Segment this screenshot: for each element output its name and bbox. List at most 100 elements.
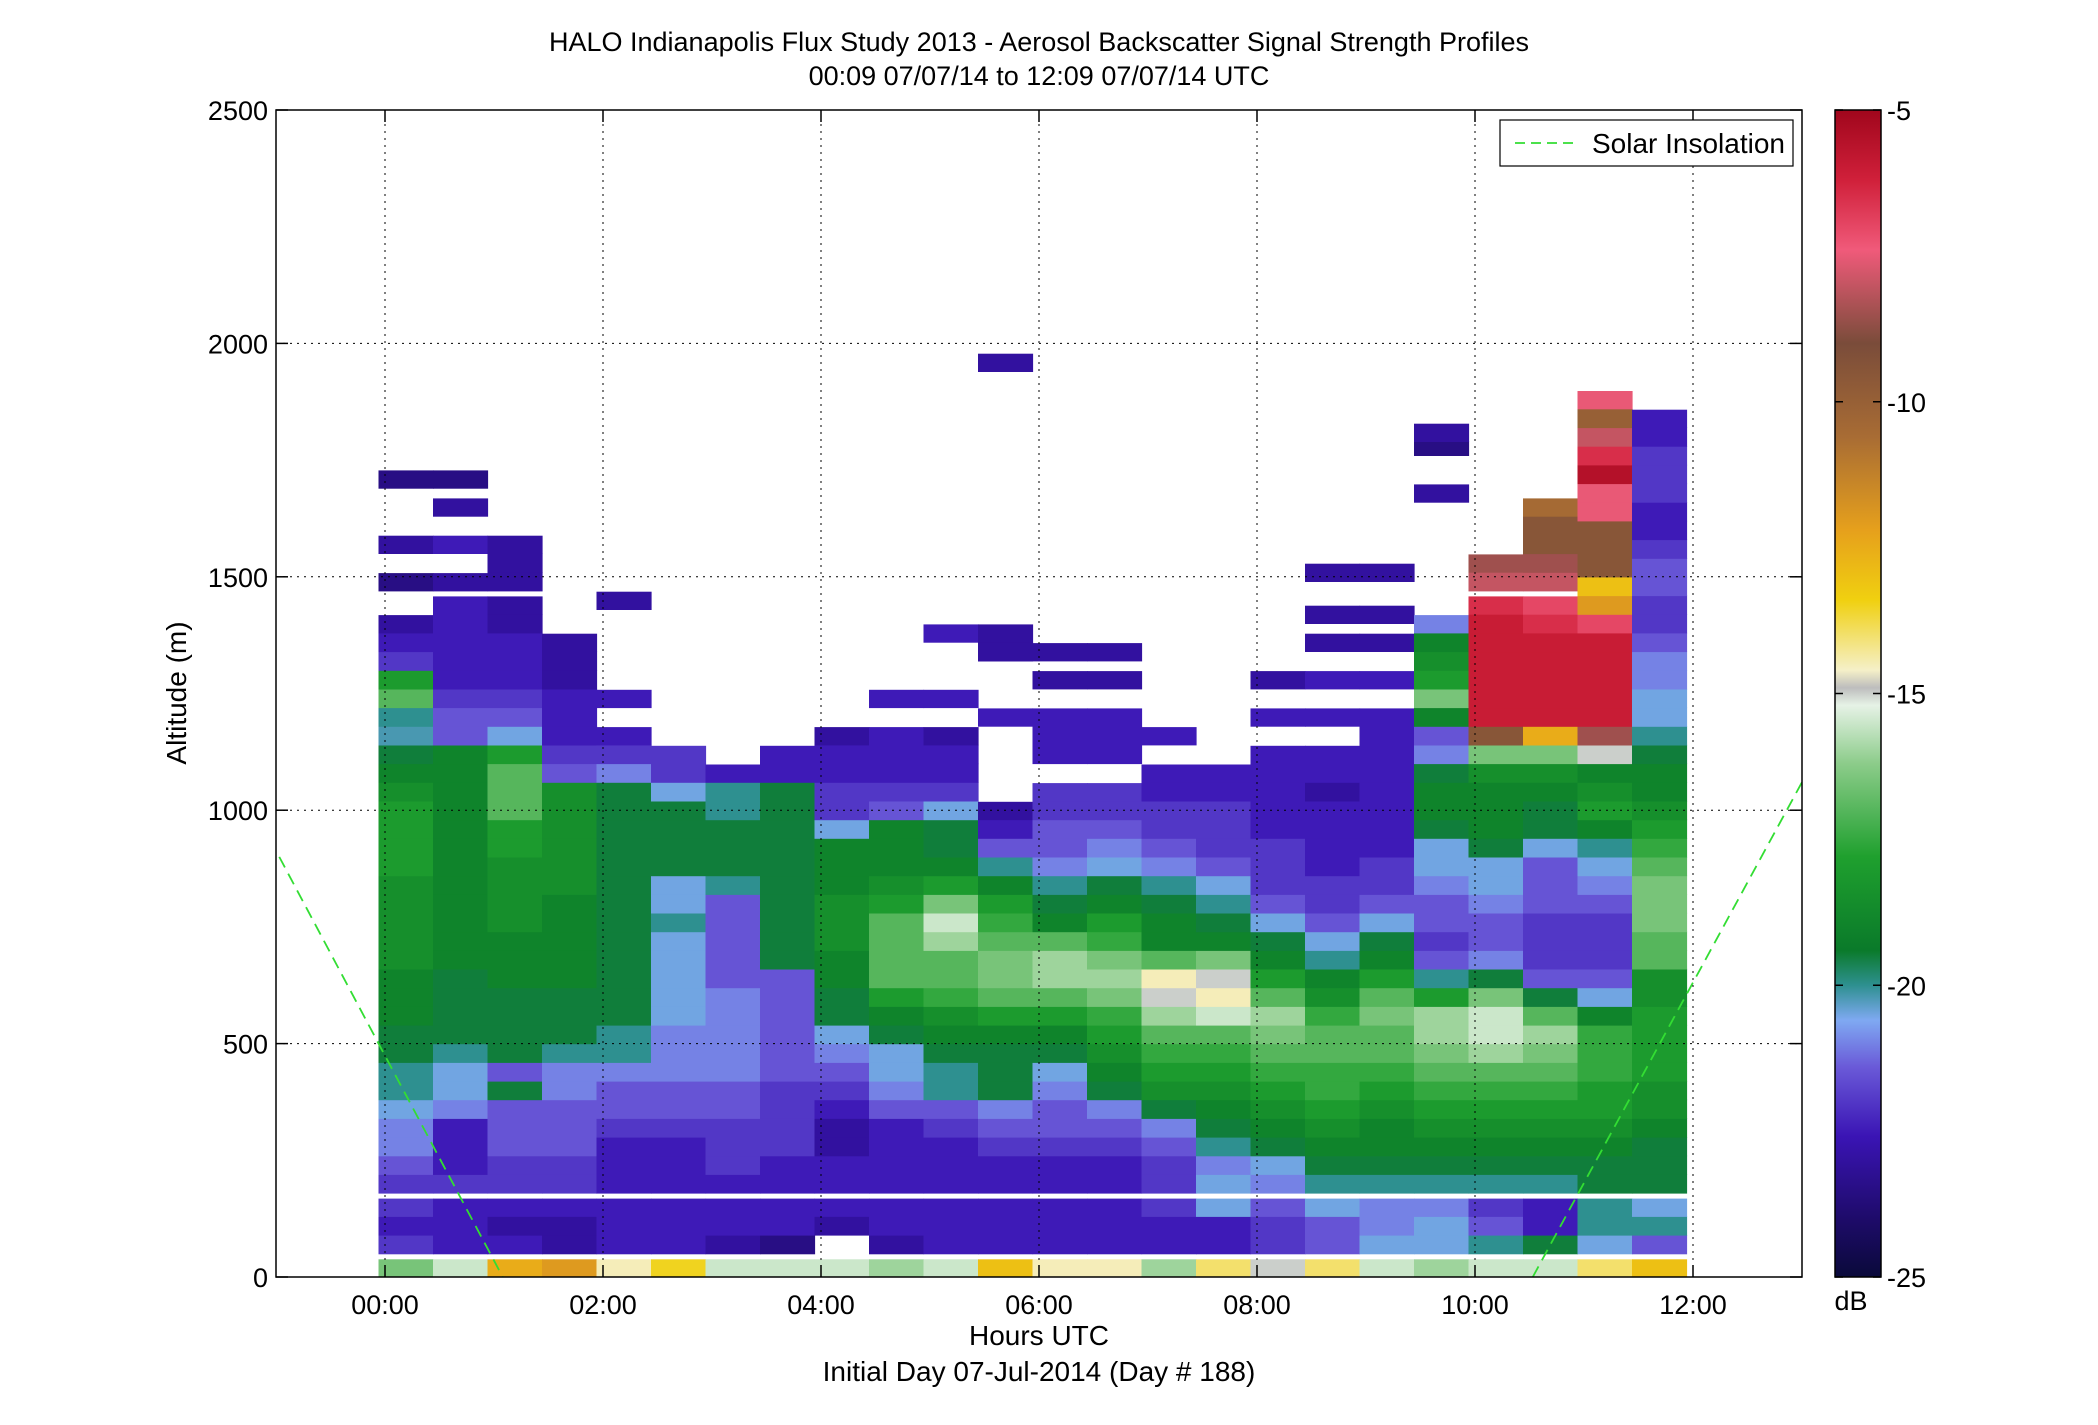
heatmap-cell [1468, 1062, 1524, 1082]
heatmap-cell [1196, 1024, 1252, 1045]
heatmap-cell [1414, 1216, 1470, 1236]
heatmap-cell [1577, 1062, 1633, 1082]
heatmap-cell [978, 931, 1034, 951]
heatmap-cell [1196, 800, 1252, 821]
heatmap-cell [487, 1118, 543, 1138]
colorbar-tick-label: -15 [1887, 680, 1926, 710]
heatmap-cell [651, 763, 707, 783]
heatmap-cell [760, 1024, 816, 1045]
heatmap-cell [978, 1155, 1034, 1175]
heatmap-cell [1141, 912, 1197, 933]
heatmap-cell [705, 968, 761, 989]
heatmap-cell [542, 1174, 598, 1194]
heatmap-cell [1305, 1216, 1361, 1236]
heatmap-cell [1032, 708, 1088, 727]
heatmap-cell [705, 1174, 761, 1194]
heatmap-cell [1632, 651, 1688, 671]
heatmap-cell [1196, 856, 1252, 877]
heatmap-cell [705, 1006, 761, 1026]
y-tick-label: 0 [253, 1263, 268, 1293]
heatmap-cell [1141, 1099, 1197, 1119]
heatmap-cell [1468, 1174, 1524, 1194]
heatmap-cell [814, 1006, 870, 1026]
heatmap-cell [1632, 1137, 1688, 1157]
heatmap-cell [378, 1062, 434, 1082]
heatmap-cell [1523, 572, 1579, 592]
heatmap-cell [1087, 950, 1143, 970]
heatmap-cell [542, 782, 598, 802]
heatmap-cell [814, 838, 870, 858]
heatmap-cell [1414, 615, 1470, 634]
heatmap-cell [1577, 558, 1633, 578]
heatmap-cell [1468, 614, 1524, 634]
heatmap-cell [378, 1080, 434, 1101]
heatmap-cell [1305, 856, 1361, 877]
heatmap-cell [705, 875, 761, 895]
heatmap-cell [542, 1080, 598, 1101]
heatmap-cell [487, 950, 543, 970]
heatmap-cell [1577, 576, 1633, 597]
x-tick-label: 12:00 [1659, 1290, 1727, 1320]
heatmap-cell [1032, 1024, 1088, 1045]
heatmap-cell [1577, 446, 1633, 466]
heatmap-cell [760, 763, 816, 783]
heatmap-cell [1250, 838, 1306, 858]
heatmap-cell [378, 763, 434, 783]
heatmap-cell [1577, 763, 1633, 783]
heatmap-cell [1305, 931, 1361, 951]
heatmap-cell [1196, 912, 1252, 933]
heatmap-cell [1414, 651, 1470, 671]
heatmap-cell [651, 1062, 707, 1082]
heatmap-cell [923, 1062, 979, 1082]
heatmap-cell [1305, 1155, 1361, 1175]
heatmap-cell [651, 800, 707, 821]
heatmap-cell [1577, 614, 1633, 634]
heatmap-cell [1032, 875, 1088, 895]
heatmap-cell [1632, 539, 1688, 559]
heatmap-cell [1032, 931, 1088, 951]
heatmap-cell [923, 1080, 979, 1101]
heatmap-cell [760, 1259, 816, 1277]
heatmap-cell [378, 1259, 434, 1277]
heatmap-cell [1359, 1137, 1415, 1157]
heatmap-cell [487, 987, 543, 1007]
heatmap-cell [1414, 800, 1470, 821]
heatmap-cell [1359, 1006, 1415, 1026]
x-tick-label: 06:00 [1005, 1290, 1073, 1320]
heatmap-cell [1577, 408, 1633, 429]
heatmap-cell [1141, 1118, 1197, 1138]
heatmap-cell [1087, 968, 1143, 989]
heatmap-cell [1196, 764, 1252, 783]
heatmap-cell [1468, 632, 1524, 653]
heatmap-cell [433, 931, 489, 951]
heatmap-cell [1250, 763, 1306, 783]
heatmap-cell [1577, 800, 1633, 821]
heatmap-cell [1523, 856, 1579, 877]
heatmap-cell [923, 1155, 979, 1175]
heatmap-cell [1523, 894, 1579, 914]
heatmap-cell [651, 1043, 707, 1063]
heatmap-cell [1087, 783, 1143, 802]
heatmap-cell [378, 1043, 434, 1063]
heatmap-cell [814, 1198, 870, 1217]
heatmap-cell [1250, 912, 1306, 933]
heatmap-cell [487, 1198, 543, 1217]
heatmap-cell [1087, 800, 1143, 821]
chart-title: HALO Indianapolis Flux Study 2013 - Aero… [549, 27, 1529, 57]
heatmap-cell [433, 1024, 489, 1045]
heatmap-cell [487, 688, 543, 709]
heatmap-cell [378, 1174, 434, 1194]
solar-insolation-segment [278, 856, 504, 1277]
heatmap-cell [869, 1216, 925, 1236]
heatmap-cell [1087, 1118, 1143, 1138]
heatmap-cell [487, 968, 543, 989]
legend-label-solar-insolation: Solar Insolation [1592, 128, 1785, 159]
heatmap-cell [433, 1259, 489, 1277]
heatmap-cell [1468, 1080, 1524, 1101]
heatmap-cell [1359, 856, 1415, 877]
heatmap-cell [1141, 1216, 1197, 1236]
heatmap-cell [1250, 1043, 1306, 1063]
heatmap-cell [542, 950, 598, 970]
heatmap-cell [978, 1174, 1034, 1194]
heatmap-cell [1523, 931, 1579, 951]
